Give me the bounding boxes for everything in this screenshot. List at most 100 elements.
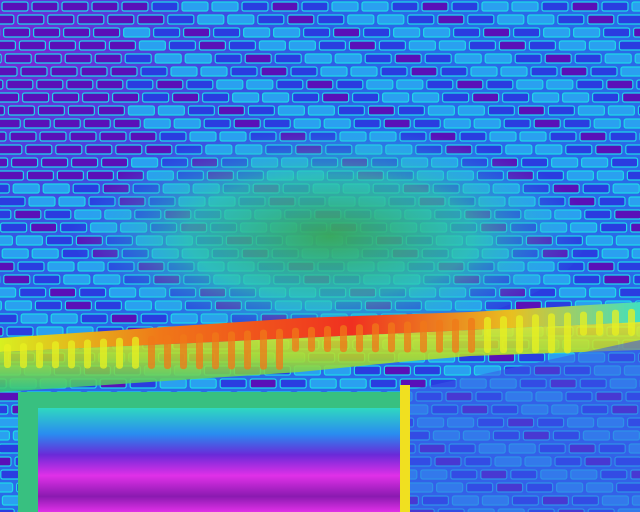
brick	[219, 378, 247, 389]
brick	[232, 92, 260, 103]
brick	[189, 378, 217, 389]
heat-streak	[548, 313, 555, 354]
brick	[11, 157, 39, 168]
heat-streak	[324, 326, 331, 352]
brick	[393, 27, 421, 38]
brick	[262, 92, 290, 103]
brick	[91, 1, 119, 12]
heat-streak	[36, 342, 43, 369]
brick	[23, 118, 51, 129]
brick	[142, 92, 170, 103]
brick	[350, 66, 378, 77]
brick	[598, 196, 626, 207]
brick	[198, 40, 226, 51]
brick	[53, 118, 81, 129]
brick	[623, 118, 640, 129]
warm-patch	[70, 115, 590, 335]
brick	[339, 378, 367, 389]
brick	[290, 66, 318, 77]
brick	[1, 248, 29, 259]
heat-streak	[68, 340, 75, 369]
brick	[19, 287, 47, 298]
brick	[113, 118, 141, 129]
brick	[55, 144, 83, 155]
brick	[0, 105, 5, 116]
brick	[442, 92, 470, 103]
brick	[0, 261, 15, 272]
brick	[56, 170, 85, 181]
brick	[320, 66, 348, 77]
brick	[197, 14, 225, 25]
heat-streak	[420, 320, 427, 353]
brick	[0, 235, 13, 246]
brick	[602, 27, 631, 38]
brick	[473, 118, 501, 129]
brick	[514, 53, 542, 64]
brick	[0, 40, 16, 51]
brick	[617, 261, 640, 272]
brick	[213, 27, 241, 38]
brick	[630, 222, 640, 233]
brick	[573, 274, 601, 285]
brick	[503, 118, 531, 129]
brick	[331, 1, 359, 12]
brick	[0, 157, 9, 168]
brick	[333, 27, 361, 38]
brick	[184, 53, 212, 64]
brick	[214, 53, 242, 64]
brick	[140, 313, 168, 324]
brick	[595, 144, 623, 155]
brick	[30, 222, 58, 233]
brick	[66, 79, 94, 90]
brick	[40, 157, 69, 168]
brick	[535, 144, 563, 155]
brick	[367, 105, 395, 116]
brick	[470, 66, 498, 77]
heat-streak	[100, 338, 107, 369]
brick	[170, 66, 198, 77]
brick	[437, 14, 465, 25]
brick	[587, 261, 615, 272]
brick	[33, 274, 61, 285]
brick	[97, 105, 126, 116]
brick	[0, 508, 15, 512]
heat-streak	[4, 344, 11, 368]
brick	[202, 92, 230, 103]
brick	[413, 365, 441, 376]
brick	[596, 170, 625, 181]
window-glass	[38, 408, 400, 512]
brick	[20, 66, 48, 77]
brick	[347, 14, 375, 25]
brick	[153, 27, 181, 38]
brick	[426, 79, 454, 90]
brick	[2, 27, 31, 38]
brick	[3, 274, 31, 285]
brick	[78, 40, 107, 51]
brick	[588, 287, 617, 298]
brick	[497, 14, 525, 25]
brick	[579, 131, 607, 142]
brick	[421, 1, 449, 12]
heat-streak	[484, 317, 491, 353]
brick	[610, 157, 639, 168]
heat-streak	[308, 326, 315, 352]
brick	[0, 300, 2, 311]
brick	[243, 27, 271, 38]
brick	[546, 79, 574, 90]
brick	[361, 1, 389, 12]
brick	[0, 118, 21, 129]
brick	[0, 144, 23, 155]
brick	[83, 118, 111, 129]
brick	[309, 378, 337, 389]
brick	[187, 105, 215, 116]
brick	[631, 248, 640, 259]
brick	[619, 287, 640, 298]
brick	[378, 40, 406, 51]
brick	[609, 131, 637, 142]
brick	[260, 66, 288, 77]
brick	[306, 79, 334, 90]
brick	[67, 105, 96, 116]
brick	[0, 222, 28, 233]
brick	[126, 79, 154, 90]
brick	[273, 27, 301, 38]
